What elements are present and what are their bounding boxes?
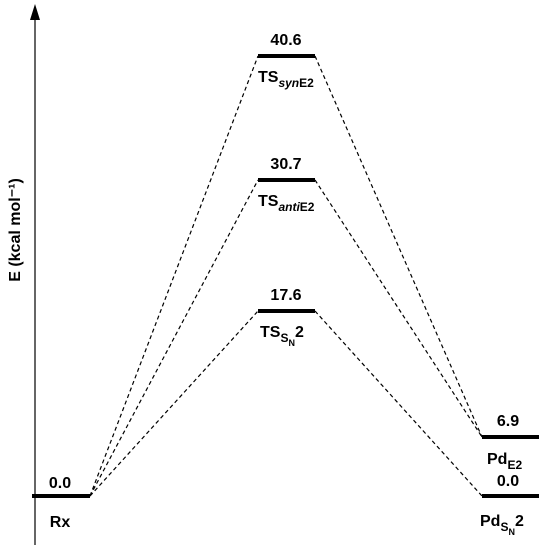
connector-ts-syn-pd-e2 bbox=[314, 55, 483, 438]
value-ts-syn-e2: 40.6 bbox=[270, 32, 301, 49]
label-ts-syn-e2: TSsynE2 bbox=[258, 69, 314, 90]
state-pd-sn2: 0.0 PdSN2 bbox=[480, 473, 539, 537]
connector-ts-sn2-pd-sn2 bbox=[314, 310, 483, 497]
label-rx: Rx bbox=[50, 514, 71, 531]
state-ts-sn2: 17.6 TSSN2 bbox=[258, 287, 315, 348]
value-ts-sn2: 17.6 bbox=[270, 287, 301, 304]
connector-ts-anti-pd-e2 bbox=[314, 179, 483, 438]
value-rx: 0.0 bbox=[49, 475, 71, 492]
value-ts-anti-e2: 30.7 bbox=[270, 156, 301, 173]
connector-rx-ts-syn bbox=[89, 55, 259, 497]
label-pd-sn2: PdSN2 bbox=[480, 513, 524, 537]
label-ts-sn2: TSSN2 bbox=[260, 324, 304, 348]
energy-axis: E (kcal mol⁻¹) bbox=[7, 4, 40, 545]
state-pd-e2: 6.9 PdE2 bbox=[482, 413, 539, 472]
state-ts-syn-e2: 40.6 TSsynE2 bbox=[258, 32, 315, 90]
value-pd-e2: 6.9 bbox=[497, 413, 519, 430]
label-ts-anti-e2: TSantiE2 bbox=[258, 193, 315, 214]
connector-rx-ts-anti bbox=[89, 179, 259, 497]
energy-axis-label: E (kcal mol⁻¹) bbox=[7, 178, 24, 282]
state-rx: 0.0 Rx bbox=[32, 475, 90, 531]
state-ts-anti-e2: 30.7 TSantiE2 bbox=[258, 156, 315, 214]
axis-arrowhead bbox=[30, 4, 40, 20]
path-connectors bbox=[89, 55, 483, 497]
value-pd-sn2: 0.0 bbox=[497, 473, 519, 490]
label-pd-e2: PdE2 bbox=[487, 451, 522, 472]
